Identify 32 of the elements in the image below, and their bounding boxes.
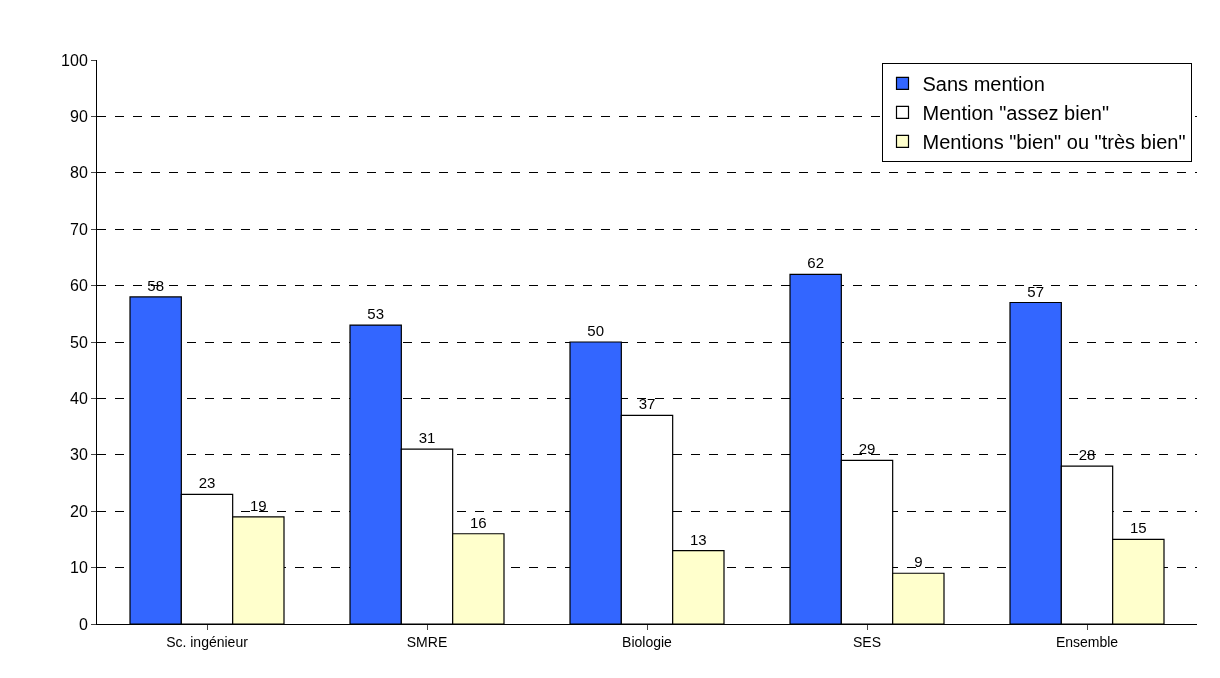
data-label: 23 [198,474,216,492]
y-tick-label: 70 [70,220,88,238]
data-label: 9 [914,553,923,571]
legend-label: Mention "assez bien" [922,102,1110,125]
y-tick-label: 60 [70,277,88,295]
data-label: 29 [858,440,876,458]
data-label: 37 [638,395,656,413]
y-tick-label: 80 [70,164,88,182]
data-label: 16 [469,513,487,531]
legend-label: Sans mention [922,73,1045,96]
data-label: 19 [249,496,267,514]
data-label: 53 [367,305,385,323]
y-tick-label: 50 [70,333,88,351]
data-label: 57 [1027,282,1045,300]
y-tick-label: 10 [70,559,88,577]
data-label: 15 [1129,519,1147,537]
x-tick-label: SES [852,633,882,650]
x-tick-label: SMRE [406,633,448,650]
x-tick-label: Ensemble [1055,633,1119,650]
y-tick-label: 20 [70,502,88,520]
y-tick-label: 30 [70,446,88,464]
y-tick-label: 40 [70,390,88,407]
data-label: 50 [587,322,605,339]
y-tick-label: 90 [70,108,88,125]
y-tick-label: 100 [61,51,88,69]
data-label: 62 [807,254,825,272]
x-tick-label: Sc. ingénieur [166,633,249,650]
data-label: 31 [418,429,436,447]
data-label: 13 [689,530,707,548]
x-tick-label: Biologie [622,633,673,650]
legend-label: Mentions "bien" ou "très bien" [922,131,1186,154]
y-tick-label: 0 [78,615,88,633]
